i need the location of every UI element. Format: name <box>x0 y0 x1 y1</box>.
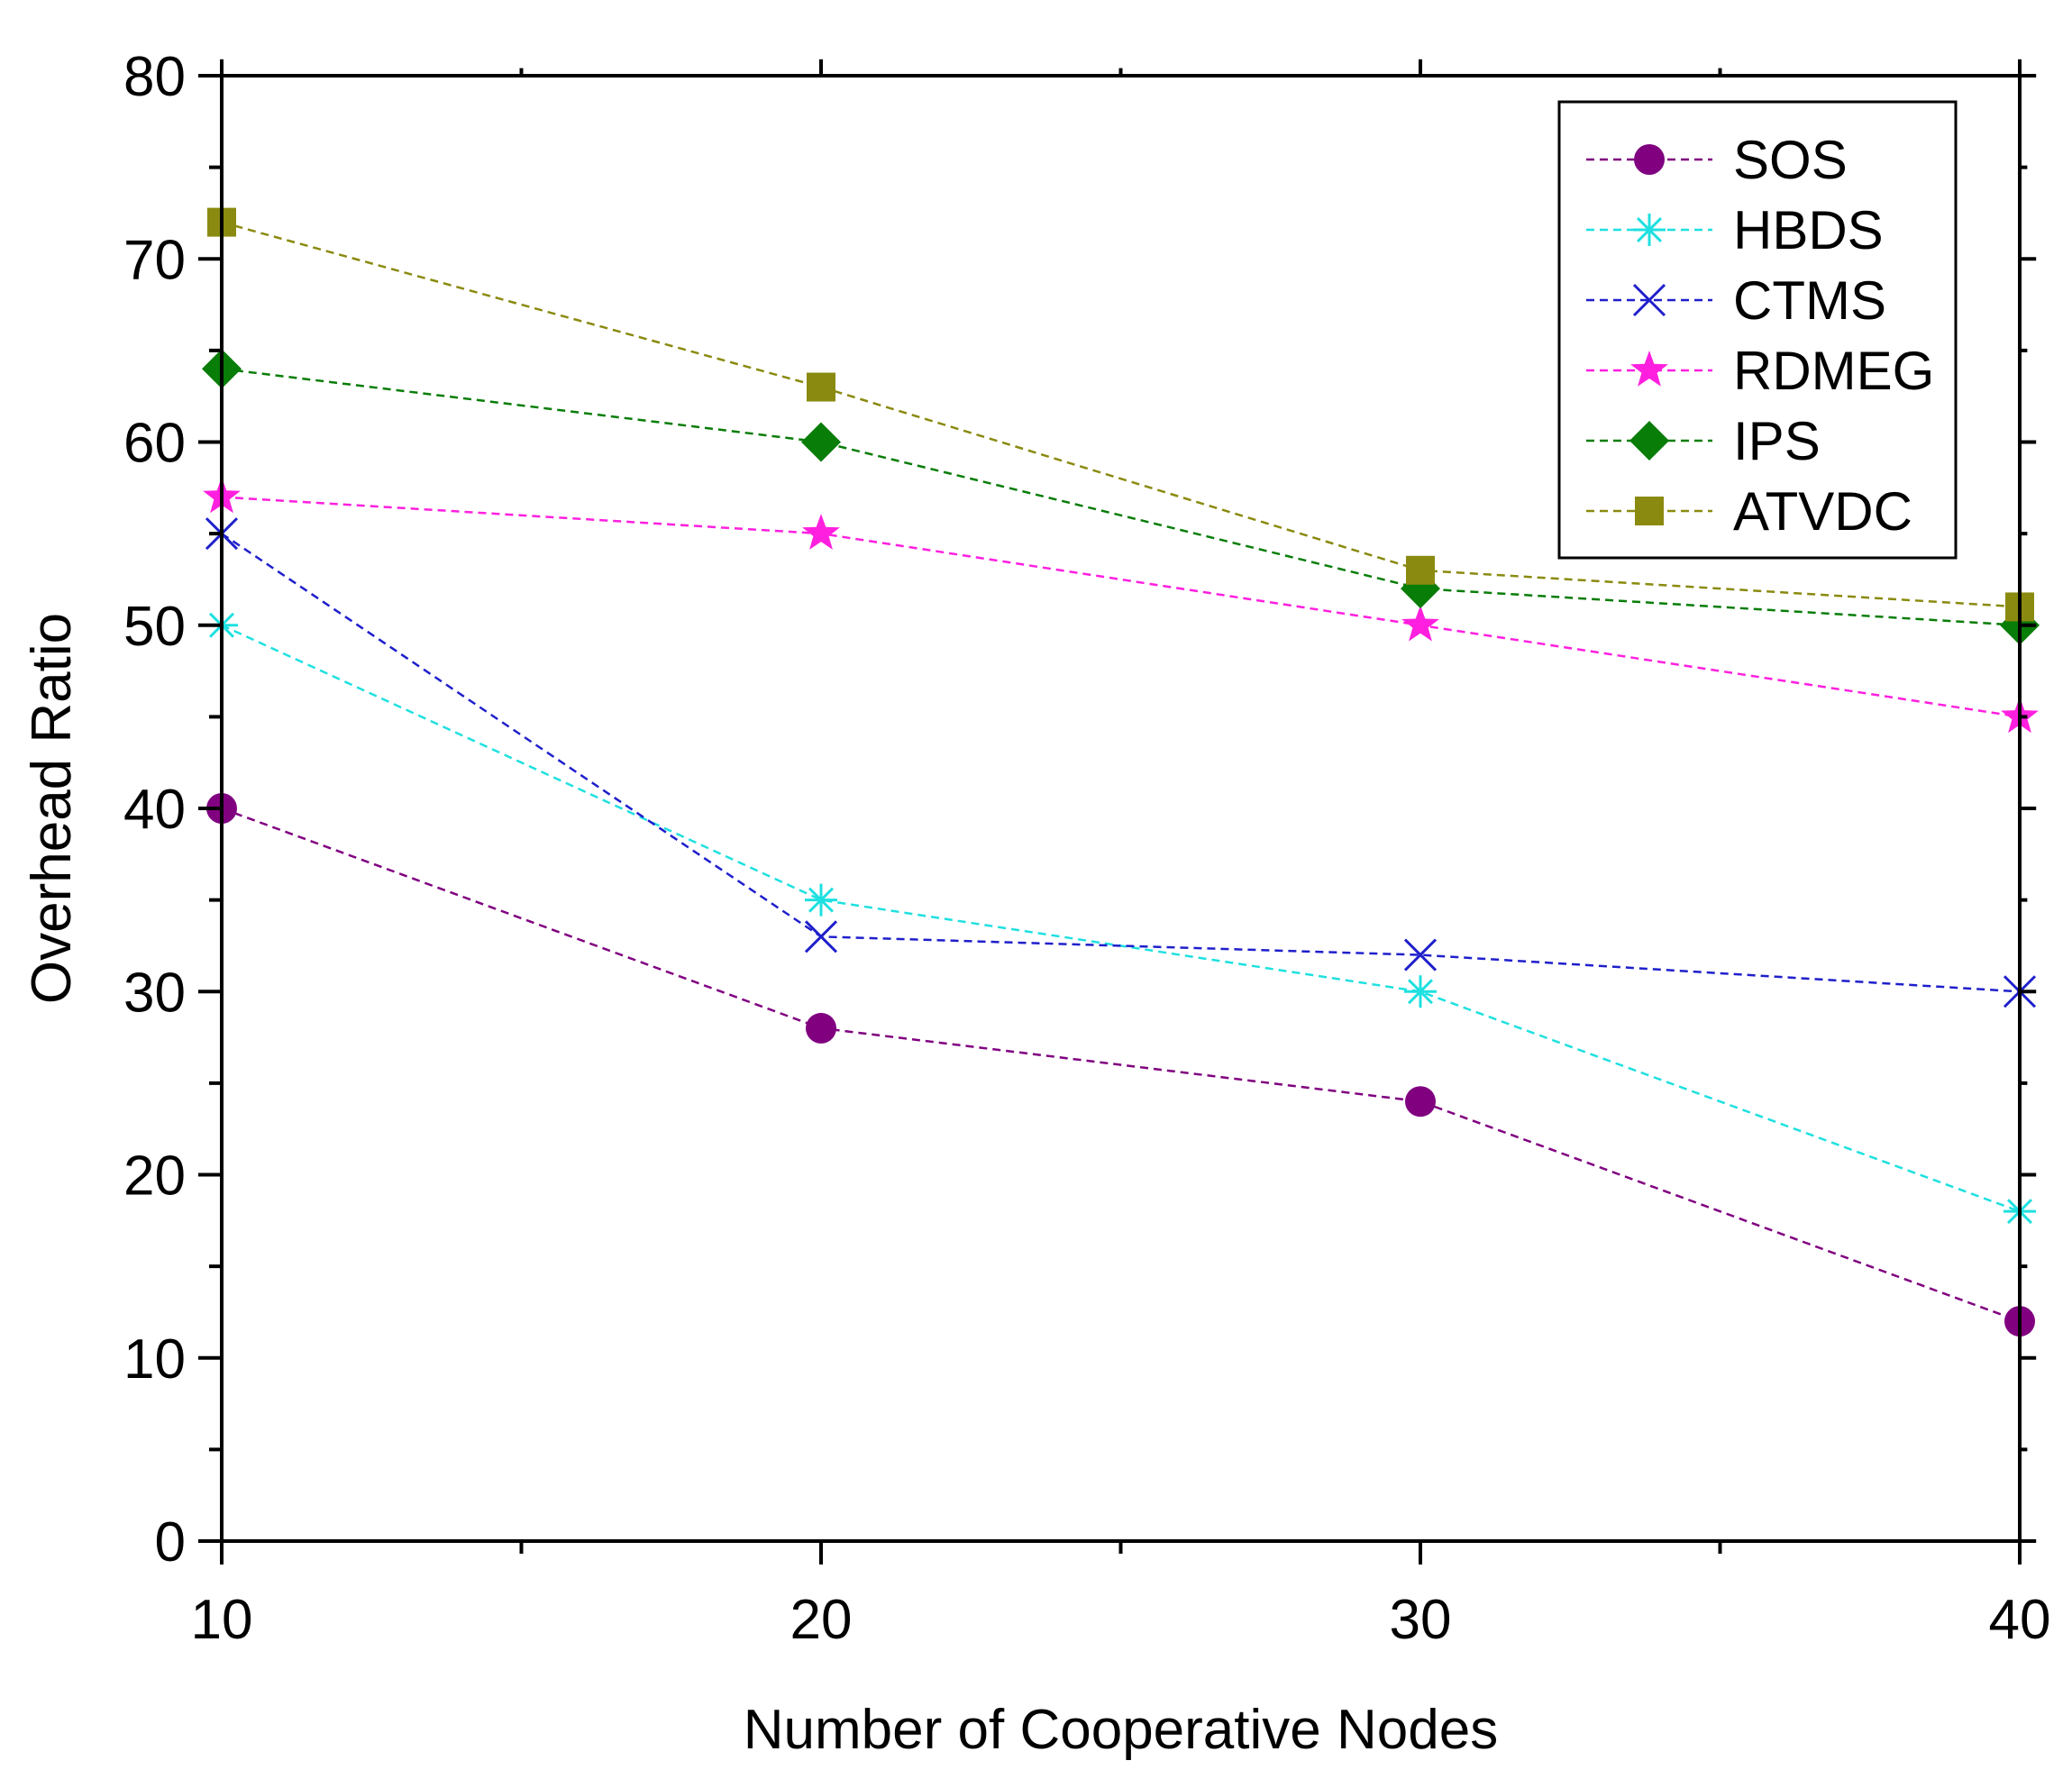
legend: SOS HBDS CTMS RDMEG IPS ATVDC <box>1557 100 1958 560</box>
x-tick-label: 40 <box>1989 1589 2051 1651</box>
legend-item-hbds: HBDS <box>1586 200 1884 260</box>
legend-item-atvdc: ATVDC <box>1586 481 1912 542</box>
legend-label: IPS <box>1733 411 1821 471</box>
series-sos <box>206 793 2035 1337</box>
data-point-ips <box>801 422 841 462</box>
x-tick-label: 10 <box>191 1589 253 1651</box>
legend-label: HBDS <box>1733 200 1884 260</box>
y-tick-label: 70 <box>123 229 186 291</box>
legend-item-ips: IPS <box>1586 411 1821 471</box>
legend-marker <box>1634 144 1665 175</box>
y-tick-label: 30 <box>123 962 186 1024</box>
y-tick-label: 10 <box>123 1328 186 1391</box>
legend-marker <box>1633 214 1666 246</box>
data-point-hbds <box>1404 975 1437 1008</box>
legend-item-sos: SOS <box>1586 130 1848 190</box>
y-tick-label: 80 <box>123 46 186 108</box>
y-tick-label: 0 <box>155 1511 186 1574</box>
data-point-ctms <box>804 920 838 953</box>
legend-item-ctms: CTMS <box>1586 270 1886 331</box>
y-axis-title: Overhead Ratio <box>21 613 83 1004</box>
series-hbds <box>205 608 2036 1228</box>
x-tick-label: 20 <box>790 1589 853 1651</box>
series-line-hbds <box>221 624 2021 1213</box>
legend-marker <box>1632 283 1666 317</box>
series-line-rdmeg <box>221 496 2021 718</box>
legend-marker <box>1635 497 1664 525</box>
data-point-atvdc <box>1406 555 1435 585</box>
y-tick-label: 40 <box>123 779 186 841</box>
data-point-ctms <box>1403 938 1438 972</box>
legend-label: ATVDC <box>1733 481 1912 542</box>
legend-item-rdmeg: RDMEG <box>1586 341 1934 401</box>
data-point-atvdc <box>807 372 835 402</box>
y-tick-label: 50 <box>123 596 186 658</box>
legend-marker <box>1629 421 1669 461</box>
data-point-hbds <box>805 883 837 917</box>
y-tick-label: 20 <box>123 1145 186 1208</box>
legend-box <box>1557 100 1958 560</box>
data-point-rdmeg <box>1401 605 1439 642</box>
series-line-sos <box>221 807 2021 1323</box>
series-line-ips <box>221 367 2021 627</box>
series-line-ctms <box>221 533 2021 993</box>
series-line-atvdc <box>221 221 2021 608</box>
data-point-sos <box>1405 1086 1436 1118</box>
data-point-rdmeg <box>802 514 840 550</box>
legend-label: SOS <box>1733 130 1848 190</box>
y-tick-label: 60 <box>123 413 186 475</box>
x-tick-label: 30 <box>1390 1589 1452 1651</box>
x-axis-title: Number of Cooperative Nodes <box>744 1699 1498 1761</box>
legend-marker <box>1630 351 1668 387</box>
legend-label: CTMS <box>1733 270 1886 331</box>
legend-label: RDMEG <box>1733 341 1934 401</box>
data-point-sos <box>806 1012 836 1044</box>
